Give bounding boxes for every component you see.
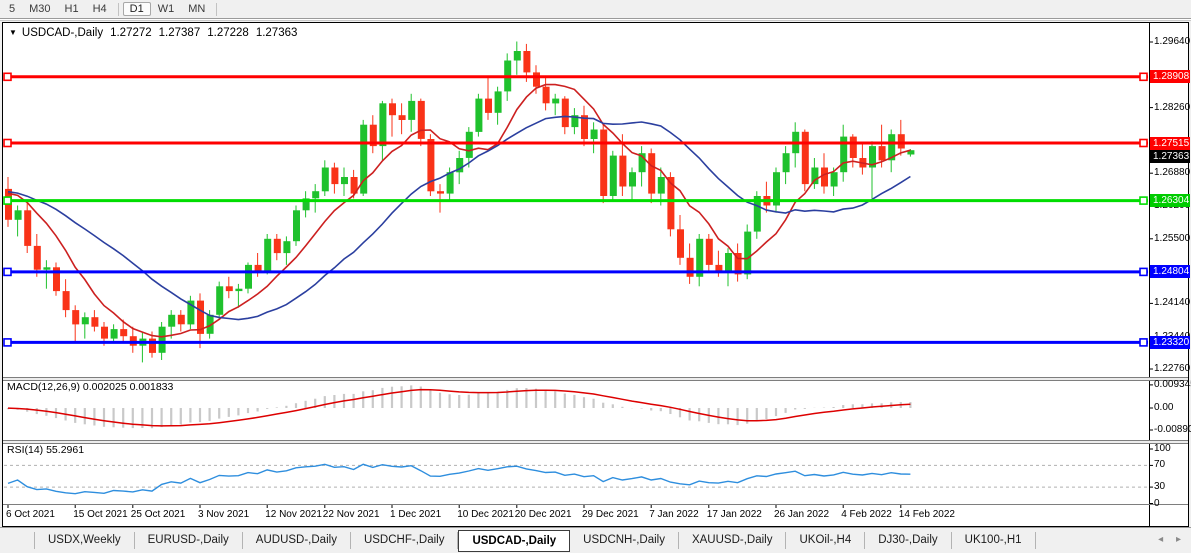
quote-open: 1.27272 (110, 27, 152, 39)
ma-slow-line (7, 115, 911, 321)
rsi-axis-label: 70 (1154, 459, 1166, 471)
rsi-axis-label: 30 (1154, 481, 1166, 493)
macd-axis-label: 0.00 (1154, 402, 1174, 413)
date-axis-label: 22 Nov 2021 (322, 509, 380, 520)
quote-low: 1.27228 (207, 27, 249, 39)
ma-fast-line (7, 83, 911, 338)
date-axis-label: 6 Oct 2021 (6, 509, 55, 520)
date-axis-label: 14 Feb 2022 (898, 509, 955, 520)
date-axis-label: 7 Jan 2022 (649, 509, 699, 520)
macd-axis-label: -0.008903 (1154, 423, 1191, 435)
timeframe-button-D1[interactable]: D1 (122, 2, 151, 16)
date-axis-border (3, 504, 1188, 505)
symbol-tab-xauusd-daily[interactable]: XAUUSD-,Daily (679, 532, 787, 549)
date-axis-label: 17 Jan 2022 (706, 509, 762, 520)
toolbar-separator (117, 2, 119, 16)
horizontal-line-objects[interactable] (3, 72, 1148, 347)
date-axis-label: 1 Dec 2021 (390, 509, 442, 520)
timeframe-button-M30[interactable]: M30 (29, 3, 51, 15)
symbol-tab-usdcad-daily[interactable]: USDCAD-,Daily (458, 529, 571, 552)
date-axis-label: 26 Jan 2022 (774, 509, 830, 520)
price-badge: 1.26304 (1150, 194, 1190, 208)
symbol-tab-ukoil-h4[interactable]: UKOil-,H4 (786, 532, 866, 549)
date-axis-label: 12 Nov 2021 (265, 509, 322, 520)
tab-scroll-arrows: ◂ ▸ (1148, 534, 1181, 545)
macd-signal-line (7, 388, 911, 427)
symbol-tab-usdcnh-daily[interactable]: USDCNH-,Daily (570, 532, 679, 549)
symbol-tab-usdx-weekly[interactable]: USDX,Weekly (34, 532, 135, 549)
date-axis-label: 10 Dec 2021 (457, 509, 514, 520)
price-badge: 1.27515 (1150, 136, 1190, 150)
price-badge: 1.27363 (1150, 149, 1190, 163)
price-axis-label: 1.28260 (1154, 101, 1191, 113)
collapse-arrow-icon[interactable]: ▼ (9, 28, 17, 37)
date-axis-label: 4 Feb 2022 (841, 509, 892, 520)
rsi-indicator-label: RSI(14) 55.2961 (7, 444, 85, 456)
macd-indicator-label: MACD(12,26,9) 0.002025 0.001833 (7, 381, 174, 393)
symbol-tab-dj30-daily[interactable]: DJ30-,Daily (865, 532, 952, 549)
tab-scroll-right-icon[interactable]: ▸ (1175, 534, 1181, 545)
price-axis-label: 1.26880 (1154, 167, 1191, 179)
toolbar-divider (0, 18, 1191, 21)
timeframe-toolbar: 5 M30 H1 H4 D1 W1 MN (0, 0, 1191, 18)
date-axis-label: 29 Dec 2021 (582, 509, 639, 520)
timeframe-button-5[interactable]: 5 (9, 3, 16, 15)
price-badge: 1.23320 (1150, 335, 1190, 349)
price-axis-label: 1.25500 (1154, 232, 1191, 244)
date-axis-label: 15 Oct 2021 (73, 509, 128, 520)
symbol-tab-uk100-h1[interactable]: UK100-,H1 (952, 532, 1036, 549)
tab-scroll-left-icon[interactable]: ◂ (1158, 534, 1164, 545)
price-axis-label: 1.29640 (1154, 36, 1191, 47)
rsi-line (7, 463, 911, 495)
macd-axis-label: 0.009345 (1154, 378, 1191, 390)
price-badge: 1.28908 (1150, 70, 1190, 84)
price-axis-label: 1.22760 (1154, 363, 1191, 374)
price-badge: 1.24804 (1150, 265, 1190, 279)
quote-high: 1.27387 (158, 27, 201, 39)
symbol-tab-usdchf-daily[interactable]: USDCHF-,Daily (351, 532, 459, 549)
axis-ticks (7, 41, 1153, 508)
macd-histogram (6, 385, 912, 429)
toolbar-separator (216, 2, 218, 16)
date-axis-label: 25 Oct 2021 (130, 509, 186, 520)
chart-symbol-label: USDCAD-,Daily (21, 27, 104, 39)
symbol-tab-eurusd-daily[interactable]: EURUSD-,Daily (135, 532, 243, 549)
rsi-axis-label: 0 (1154, 497, 1160, 509)
date-axis-label: 20 Dec 2021 (514, 509, 572, 520)
symbol-tab-audusd-daily[interactable]: AUDUSD-,Daily (243, 532, 351, 549)
price-axis-label: 1.24140 (1154, 297, 1191, 309)
rsi-pane-splitter[interactable] (3, 440, 1188, 444)
timeframe-button-MN[interactable]: MN (188, 3, 206, 15)
timeframe-button-H4[interactable]: H4 (92, 3, 107, 15)
macd-pane-splitter[interactable] (3, 377, 1188, 381)
timeframe-button-W1[interactable]: W1 (157, 3, 175, 15)
quote-close: 1.27363 (255, 27, 298, 39)
price-axis-border (1149, 23, 1150, 526)
date-axis-label: 3 Nov 2021 (198, 509, 250, 520)
symbol-tabbar: USDX,Weekly EURUSD-,Daily AUDUSD-,Daily USD… (0, 527, 1191, 553)
timeframe-button-H1[interactable]: H1 (64, 3, 79, 15)
chart-title: ▼ USDCAD-,Daily 1.27272 1.27387 1.27228 1.273… (9, 27, 297, 39)
rsi-axis-label: 100 (1154, 443, 1171, 454)
